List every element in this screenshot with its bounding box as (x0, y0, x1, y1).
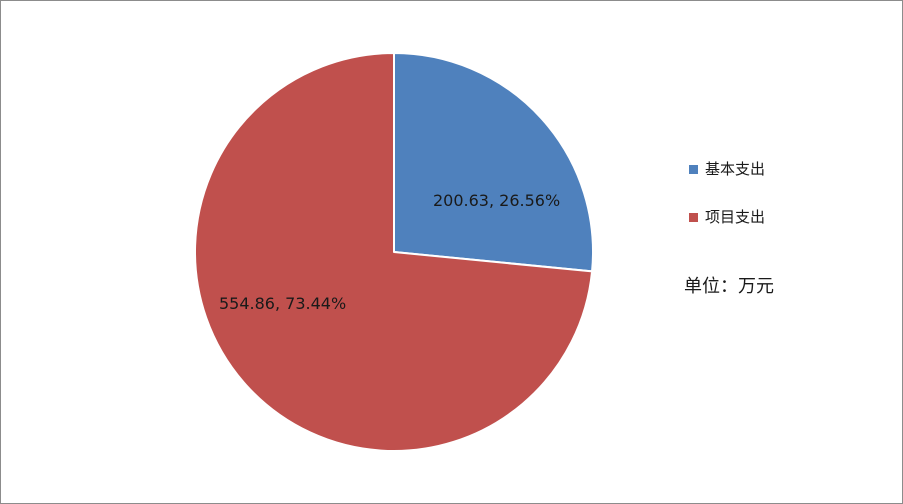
legend-label-basic: 基本支出 (705, 159, 766, 178)
legend-swatch-basic (689, 164, 698, 174)
legend-item-basic: 基本支出 (689, 157, 765, 179)
legend-label-project: 项目支出 (705, 207, 766, 226)
pie-slice-basic (393, 52, 594, 273)
legend-item-project: 项目支出 (689, 205, 765, 227)
legend: 基本支出 项目支出 (689, 157, 765, 253)
pie-slice-project (194, 52, 594, 452)
data-label-project: 554.86, 73.44% (219, 294, 346, 313)
legend-swatch-project (689, 212, 698, 222)
pie-slices (194, 52, 594, 452)
data-label-basic: 200.63, 26.56% (433, 191, 560, 210)
unit-note: 单位：万元 (684, 276, 774, 297)
